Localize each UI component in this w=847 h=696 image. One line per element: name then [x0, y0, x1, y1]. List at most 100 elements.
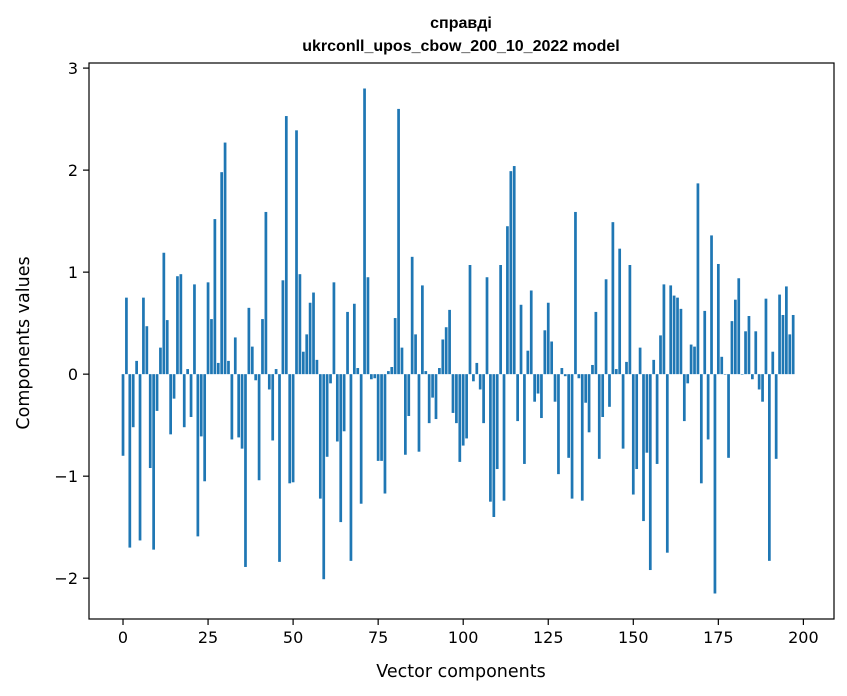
bar-component-77 — [383, 374, 387, 494]
y-tick-label: 2 — [68, 161, 78, 180]
bar-component-102 — [468, 265, 472, 375]
bar-component-91 — [431, 374, 434, 398]
x-tick-label: 50 — [283, 628, 303, 647]
bar-component-140 — [597, 374, 601, 459]
bar-component-120 — [529, 290, 533, 375]
bar-component-167 — [689, 344, 693, 375]
bar-component-151 — [635, 374, 639, 470]
bar-component-171 — [703, 310, 707, 375]
bar-component-115 — [512, 166, 516, 375]
bar-component-71 — [363, 88, 366, 375]
bar-component-64 — [339, 374, 343, 523]
x-axis-ticks: 0 25 50 75 100 125 150 175 200 — [118, 619, 819, 647]
bar-component-179 — [730, 321, 734, 375]
bar-component-56 — [312, 292, 315, 375]
bar-component-38 — [250, 346, 254, 375]
bar-component-187 — [757, 374, 761, 390]
bar-component-19 — [186, 369, 190, 375]
bar-component-194 — [781, 314, 785, 375]
bar-component-72 — [366, 277, 370, 375]
bar-component-90 — [427, 374, 431, 424]
bar-component-43 — [267, 374, 271, 390]
bar-component-183 — [744, 331, 747, 375]
bar-component-192 — [774, 374, 778, 459]
bar-component-137 — [587, 374, 591, 433]
bar-component-66 — [346, 311, 349, 375]
chart-subtitle: ukrconll_upos_cbow_200_10_2022 model — [302, 38, 619, 55]
bar-component-62 — [332, 282, 336, 375]
bar-component-76 — [380, 374, 383, 461]
bar-component-190 — [768, 374, 771, 561]
bar-component-147 — [621, 374, 625, 449]
bar-component-82 — [400, 347, 404, 375]
bar-component-105 — [478, 374, 482, 390]
bar-component-186 — [754, 331, 758, 375]
bar-component-118 — [523, 374, 526, 464]
bar-component-37 — [247, 307, 251, 375]
bar-component-127 — [553, 374, 557, 402]
bar-component-13 — [165, 320, 169, 375]
bars-group — [121, 88, 795, 594]
bar-component-69 — [356, 368, 360, 375]
bar-component-114 — [509, 171, 513, 375]
bar-component-193 — [778, 294, 781, 375]
y-tick-label: 0 — [68, 365, 78, 384]
bar-component-173 — [710, 235, 713, 375]
bar-component-31 — [227, 360, 230, 375]
bar-component-14 — [169, 374, 172, 435]
bar-component-136 — [584, 374, 588, 403]
bar-component-23 — [199, 374, 203, 437]
bar-component-122 — [536, 374, 540, 394]
bar-component-83 — [404, 374, 407, 455]
bar-component-7 — [145, 326, 149, 375]
bar-component-48 — [284, 116, 288, 375]
bar-component-34 — [237, 374, 241, 438]
bar-component-143 — [608, 374, 611, 407]
bar-component-165 — [682, 374, 686, 422]
bar-component-158 — [659, 335, 662, 375]
bar-component-67 — [349, 374, 353, 561]
y-tick-label: −1 — [54, 467, 78, 486]
bar-component-174 — [713, 374, 717, 594]
bar-component-135 — [580, 374, 584, 501]
bar-component-180 — [733, 299, 737, 375]
bar-component-11 — [159, 347, 162, 375]
bar-component-131 — [567, 374, 571, 458]
x-tick-label: 150 — [618, 628, 649, 647]
bar-component-164 — [679, 308, 683, 375]
x-tick-label: 200 — [788, 628, 819, 647]
x-tick-label: 0 — [118, 628, 128, 647]
bar-component-108 — [489, 374, 492, 502]
bar-component-139 — [594, 311, 598, 375]
bar-component-182 — [740, 374, 744, 375]
bar-component-95 — [444, 327, 448, 375]
bar-component-177 — [723, 374, 727, 375]
bar-component-142 — [604, 279, 608, 375]
bar-component-59 — [322, 374, 326, 580]
bar-component-92 — [434, 374, 438, 420]
bar-component-162 — [672, 295, 676, 375]
y-axis-ticks: −2 −1 0 1 2 3 — [54, 59, 89, 588]
bar-component-35 — [240, 374, 244, 449]
bar-component-81 — [397, 108, 400, 375]
bar-component-138 — [591, 364, 594, 375]
bar-component-191 — [771, 351, 775, 375]
bar-component-125 — [546, 302, 550, 375]
y-tick-label: 1 — [68, 263, 78, 282]
x-tick-label: 175 — [703, 628, 734, 647]
bar-component-27 — [213, 219, 217, 375]
bar-component-103 — [472, 374, 475, 382]
bar-component-2 — [128, 374, 132, 548]
bar-component-20 — [189, 374, 193, 418]
bar-component-84 — [407, 374, 411, 416]
bar-component-49 — [288, 374, 292, 484]
bar-component-121 — [533, 374, 536, 402]
bar-component-107 — [485, 277, 489, 375]
bar-component-155 — [648, 374, 652, 571]
bar-component-85 — [410, 256, 414, 375]
bar-component-159 — [662, 284, 666, 375]
bar-component-117 — [519, 304, 523, 375]
bar-component-132 — [570, 374, 574, 499]
bar-component-53 — [301, 351, 305, 375]
bar-component-28 — [216, 362, 220, 375]
